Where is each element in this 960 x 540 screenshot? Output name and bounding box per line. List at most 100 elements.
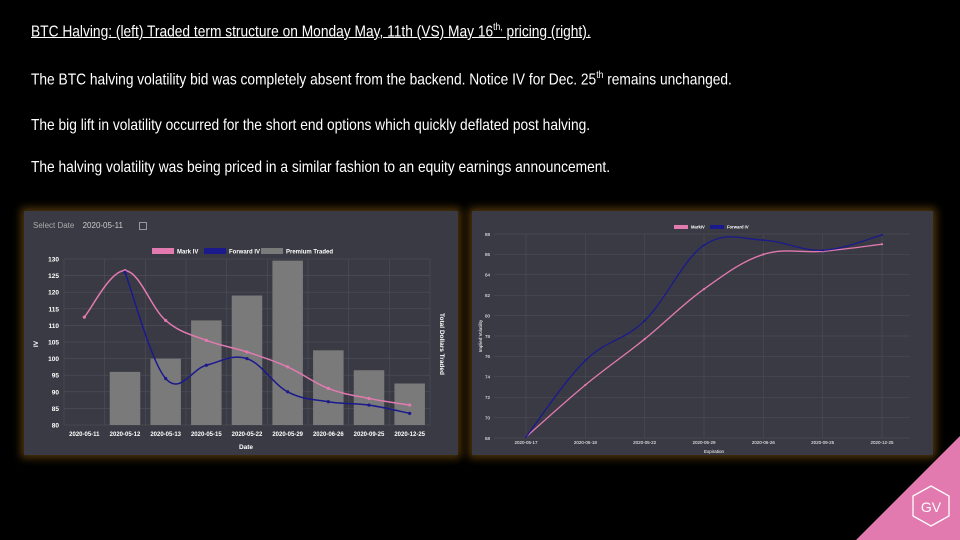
y-tick-label: 90 xyxy=(52,389,60,396)
forward-iv-point xyxy=(326,400,330,404)
forward-iv-point xyxy=(821,249,824,252)
x-tick-label: 2020-09-25 xyxy=(354,432,385,438)
forward-iv-point xyxy=(408,411,412,415)
x-tick-label: 2020-05-15 xyxy=(191,432,222,438)
y-tick-label: 72 xyxy=(485,395,491,400)
left-chart-panel: Select Date 2020-05-11 80 85 90 95 100 105 110… xyxy=(24,211,458,455)
logo-hexagon xyxy=(912,485,950,527)
x-tick-label: 2020-09-25 xyxy=(811,440,835,445)
x-tick-label: 2020-05-22 xyxy=(232,432,263,438)
y-axis-title: Implied Volatility xyxy=(478,319,483,352)
mark-iv-point xyxy=(286,365,290,369)
heading-superscript: th, xyxy=(493,22,503,33)
y-axis-title: IV xyxy=(33,340,40,347)
legend-swatch xyxy=(710,225,724,229)
premium-bar xyxy=(191,320,222,425)
right-chart: 68 70 72 74 76 78 80 82 84 86 88 2020-05-17 2020-05-… xyxy=(478,225,910,454)
select-date-control[interactable]: Select Date 2020-05-11 xyxy=(33,221,148,230)
x-axis-title: Expiration xyxy=(704,449,725,454)
left-chart: 80 85 90 95 100 105 110 115 120 125 130 2020-05-11 2… xyxy=(33,248,445,451)
y-tick-label: 130 xyxy=(48,257,59,264)
line2-text: The BTC halving volatility bid was compl… xyxy=(31,71,597,89)
premium-bar xyxy=(109,371,141,425)
y-tick-label: 80 xyxy=(485,313,491,318)
mark-iv-point xyxy=(367,396,371,401)
y-tick-label: 80 xyxy=(52,423,60,430)
y-tick-label: 88 xyxy=(485,232,491,237)
mark-iv-point xyxy=(82,315,86,319)
y-tick-label: 85 xyxy=(52,406,60,413)
y-tick-label: 105 xyxy=(48,340,59,347)
legend-label: Forward IV xyxy=(229,250,260,256)
x-tick-label: 2020-05-29 xyxy=(272,432,303,438)
mark-iv-point xyxy=(204,338,208,342)
y-tick-label: 100 xyxy=(48,356,59,363)
forward-iv-point xyxy=(286,390,290,394)
y-tick-label: 110 xyxy=(49,323,60,330)
body-line-short-end: The big lift in volatility occurred for … xyxy=(31,117,591,134)
x-tick-label: 2020-05-13 xyxy=(150,432,181,438)
mark-iv-point xyxy=(408,403,412,407)
body-line-earnings: The halving volatility was being priced … xyxy=(31,159,611,176)
legend-label: Forward IV xyxy=(727,225,749,230)
forward-iv-point xyxy=(762,239,765,242)
legend-label: MarkIV xyxy=(691,225,705,230)
mark-iv-point xyxy=(245,350,249,354)
gv-logo: GV xyxy=(856,436,960,540)
line2-text-end: remains unchanged. xyxy=(603,71,732,89)
x-axis-title: Date xyxy=(239,444,253,451)
x-tick-label: 2020-05-29 xyxy=(692,440,716,445)
y2-axis-title: Total Dollars Traded xyxy=(438,313,445,375)
logo-text: GV xyxy=(921,499,942,515)
slide-heading: BTC Halving: (left) Traded term structur… xyxy=(31,22,591,41)
forward-iv-point xyxy=(643,319,646,322)
y-tick-label: 76 xyxy=(485,354,491,359)
y-tick-label: 125 xyxy=(48,273,59,280)
x-tick-label: 2020-05-17 xyxy=(514,440,538,445)
premium-bar xyxy=(272,260,303,425)
forward-iv-point xyxy=(204,363,208,367)
x-tick-label: 2020-06-26 xyxy=(313,432,344,438)
forward-iv-point xyxy=(245,357,249,361)
legend-label: Premium Traded xyxy=(286,250,333,256)
forward-iv-point xyxy=(702,244,706,247)
y-tick-label: 95 xyxy=(52,373,60,380)
y-tick-label: 84 xyxy=(485,273,491,278)
x-tick-label: 2020-05-11 xyxy=(69,432,100,438)
legend-swatch xyxy=(152,248,174,254)
x-tick-label: 2020-05-18 xyxy=(574,440,598,445)
mark-iv-point xyxy=(326,386,330,391)
forward-iv-point xyxy=(524,435,528,439)
forward-iv-point xyxy=(367,403,371,407)
x-tick-label: 2020-05-12 xyxy=(110,432,141,438)
mark-iv-point xyxy=(702,287,706,291)
mark-iv-point xyxy=(643,337,646,341)
forward-iv-point xyxy=(584,359,587,362)
mark-iv-point xyxy=(762,253,765,256)
forward-iv-point xyxy=(880,233,884,237)
calendar-icon[interactable] xyxy=(139,221,148,230)
y-tick-label: 120 xyxy=(48,290,59,297)
legend-label: Mark IV xyxy=(177,250,198,256)
premium-bar xyxy=(150,358,181,425)
line2-superscript: th xyxy=(596,70,604,81)
legend-swatch xyxy=(261,248,283,254)
y-tick-label: 74 xyxy=(485,375,491,380)
mark-iv-point xyxy=(584,383,587,387)
body-line-backend: The BTC halving volatility bid was compl… xyxy=(31,70,732,89)
x-tick-label: 2020-05-22 xyxy=(633,440,657,445)
y-tick-label: 78 xyxy=(485,334,491,339)
x-tick-label: 2020-12-25 xyxy=(870,440,894,445)
y-tick-label: 70 xyxy=(485,415,491,420)
premium-bar xyxy=(231,295,263,425)
select-date-value[interactable]: 2020-05-11 xyxy=(82,221,123,230)
x-tick-label: 2020-12-25 xyxy=(394,432,425,438)
legend-swatch xyxy=(204,248,226,254)
y-tick-label: 115 xyxy=(49,306,60,313)
forward-iv-point xyxy=(164,376,168,381)
heading-text: BTC Halving: (left) Traded term structur… xyxy=(31,23,494,41)
right-chart-panel: 68 70 72 74 76 78 80 82 84 86 88 2020-05-17 2020-05-… xyxy=(472,211,933,455)
legend-swatch xyxy=(674,225,688,229)
forward-iv-point xyxy=(123,270,127,274)
mark-iv-point xyxy=(164,318,168,323)
